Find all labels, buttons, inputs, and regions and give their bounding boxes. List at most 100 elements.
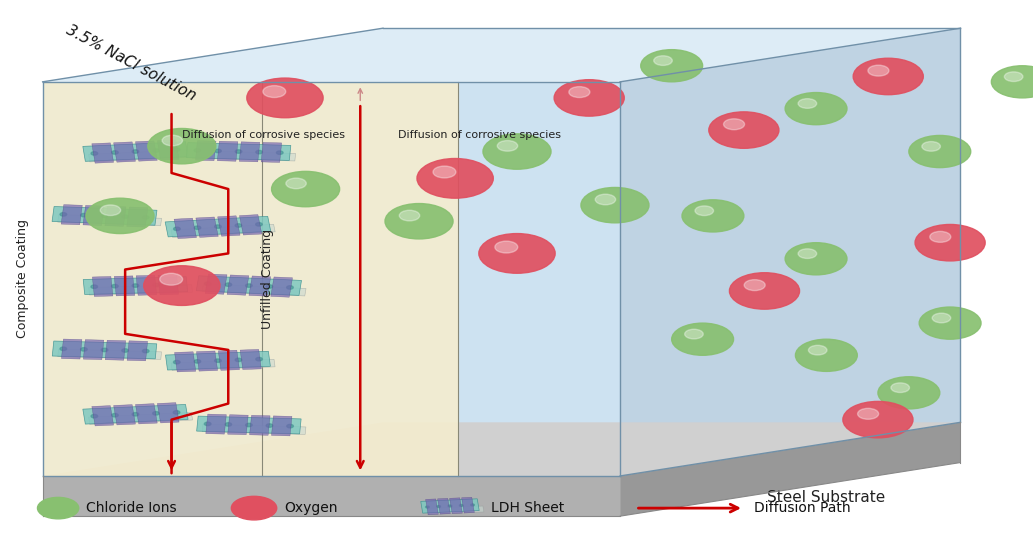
- Polygon shape: [217, 216, 240, 236]
- Circle shape: [785, 93, 847, 125]
- Text: Diffusion of corrosive species: Diffusion of corrosive species: [182, 130, 345, 140]
- Polygon shape: [83, 404, 188, 424]
- Circle shape: [569, 87, 589, 98]
- Circle shape: [91, 285, 97, 288]
- Polygon shape: [114, 276, 134, 296]
- Polygon shape: [171, 224, 275, 237]
- Circle shape: [60, 347, 66, 350]
- Circle shape: [81, 213, 87, 217]
- Circle shape: [143, 216, 149, 219]
- Circle shape: [729, 273, 799, 309]
- Text: 3.5% NaCl solution: 3.5% NaCl solution: [63, 23, 199, 104]
- Polygon shape: [249, 276, 271, 296]
- Circle shape: [266, 424, 273, 427]
- Circle shape: [194, 149, 201, 152]
- Polygon shape: [83, 205, 104, 225]
- Polygon shape: [620, 28, 961, 476]
- Circle shape: [215, 359, 221, 362]
- Polygon shape: [172, 360, 275, 370]
- Circle shape: [483, 134, 551, 169]
- Polygon shape: [272, 416, 292, 436]
- Polygon shape: [202, 284, 306, 296]
- Circle shape: [798, 249, 817, 259]
- Circle shape: [436, 506, 440, 507]
- Circle shape: [853, 58, 923, 95]
- Polygon shape: [104, 206, 126, 226]
- Circle shape: [276, 151, 283, 154]
- Circle shape: [266, 285, 273, 288]
- Circle shape: [174, 148, 180, 151]
- Circle shape: [153, 412, 159, 415]
- Text: Oxygen: Oxygen: [284, 501, 337, 515]
- Circle shape: [91, 414, 97, 418]
- Polygon shape: [136, 275, 156, 295]
- Circle shape: [205, 422, 211, 426]
- Circle shape: [479, 233, 555, 273]
- Circle shape: [132, 412, 139, 416]
- Circle shape: [122, 215, 128, 218]
- Circle shape: [37, 497, 79, 519]
- Circle shape: [641, 50, 703, 82]
- Circle shape: [724, 119, 744, 130]
- Circle shape: [285, 178, 306, 189]
- Circle shape: [174, 227, 180, 231]
- Polygon shape: [426, 499, 438, 515]
- Circle shape: [497, 141, 518, 151]
- Circle shape: [162, 135, 183, 146]
- Text: Composite Coating: Composite Coating: [16, 219, 29, 338]
- Polygon shape: [92, 277, 113, 296]
- Circle shape: [122, 349, 128, 352]
- Polygon shape: [426, 506, 484, 515]
- Circle shape: [809, 345, 827, 355]
- Polygon shape: [218, 350, 240, 370]
- Circle shape: [235, 358, 242, 362]
- Polygon shape: [227, 275, 249, 295]
- Circle shape: [101, 348, 108, 351]
- Circle shape: [798, 99, 817, 108]
- Polygon shape: [461, 497, 475, 513]
- Polygon shape: [239, 142, 260, 162]
- Circle shape: [459, 505, 463, 507]
- Polygon shape: [52, 206, 157, 225]
- Polygon shape: [192, 151, 296, 161]
- Circle shape: [132, 150, 139, 153]
- Circle shape: [495, 241, 518, 253]
- Circle shape: [101, 214, 108, 218]
- Circle shape: [843, 402, 913, 438]
- Polygon shape: [206, 274, 227, 294]
- Circle shape: [992, 66, 1034, 98]
- Text: Diffusion Path: Diffusion Path: [754, 501, 851, 515]
- Polygon shape: [437, 499, 451, 514]
- Circle shape: [100, 205, 121, 216]
- Polygon shape: [114, 142, 135, 162]
- Circle shape: [246, 284, 252, 287]
- Polygon shape: [240, 215, 262, 235]
- Circle shape: [148, 128, 216, 164]
- Circle shape: [433, 166, 456, 178]
- Polygon shape: [42, 28, 961, 82]
- Circle shape: [653, 56, 672, 65]
- Circle shape: [554, 80, 625, 116]
- Circle shape: [255, 357, 263, 361]
- Polygon shape: [42, 82, 262, 476]
- Circle shape: [144, 266, 220, 306]
- Polygon shape: [196, 416, 301, 434]
- Circle shape: [685, 329, 703, 339]
- Polygon shape: [83, 142, 188, 161]
- Circle shape: [857, 409, 879, 419]
- Circle shape: [399, 210, 420, 221]
- Polygon shape: [175, 352, 195, 372]
- Polygon shape: [114, 405, 135, 425]
- Polygon shape: [89, 285, 192, 295]
- Polygon shape: [157, 140, 179, 160]
- Circle shape: [235, 224, 242, 227]
- Circle shape: [891, 383, 910, 392]
- Circle shape: [225, 423, 232, 426]
- Circle shape: [194, 226, 201, 230]
- Circle shape: [215, 225, 221, 229]
- Polygon shape: [157, 403, 179, 423]
- Polygon shape: [89, 412, 192, 425]
- Circle shape: [174, 361, 180, 364]
- Polygon shape: [135, 404, 157, 424]
- Text: LDH Sheet: LDH Sheet: [491, 501, 565, 515]
